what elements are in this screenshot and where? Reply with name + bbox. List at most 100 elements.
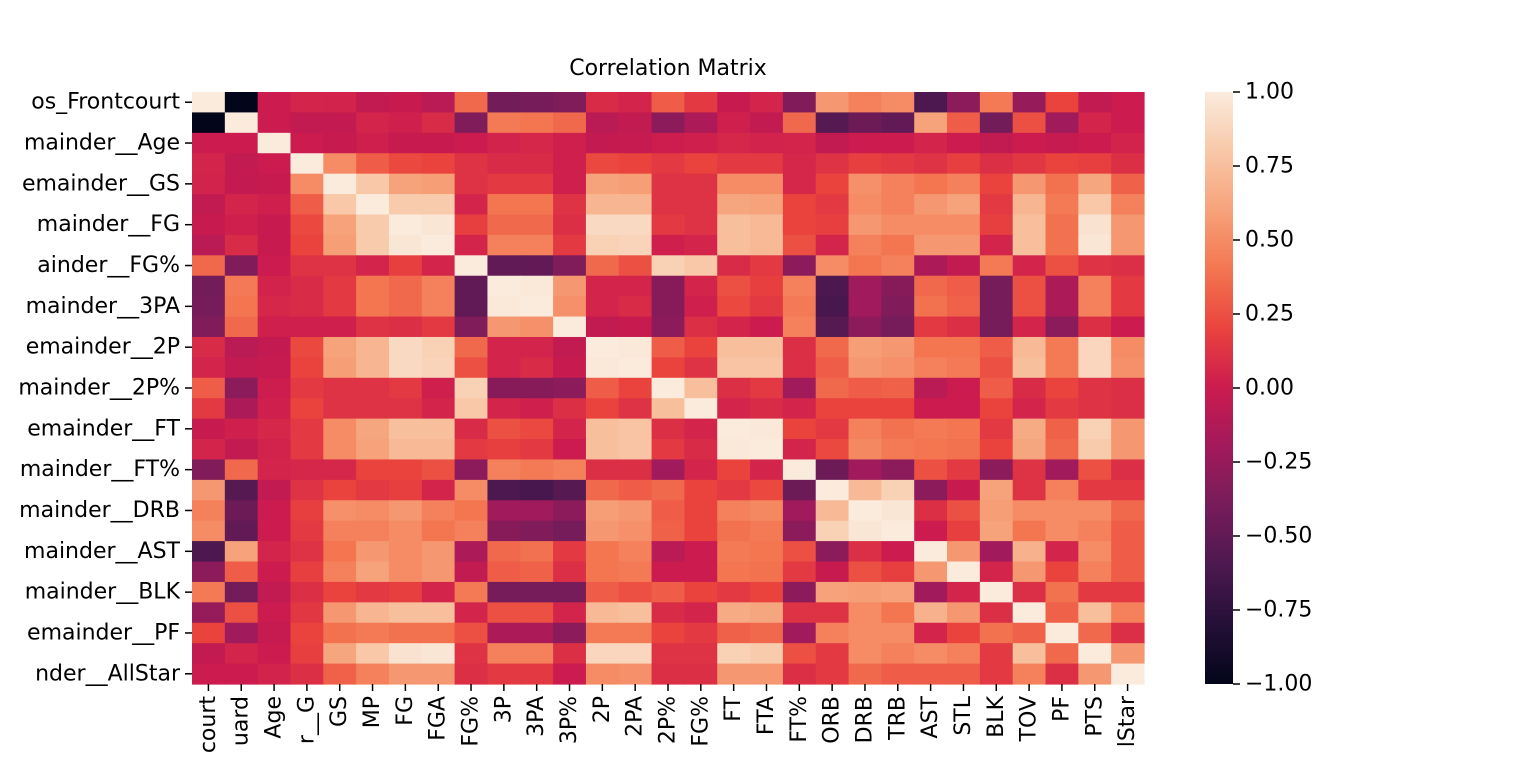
heatmap-cell (224, 663, 259, 685)
heatmap-cell (684, 357, 718, 379)
heatmap-cell (881, 92, 915, 114)
heatmap-cell (487, 561, 521, 583)
heatmap-cell (1111, 439, 1145, 461)
heatmap-cell (848, 296, 882, 318)
heatmap-cell (684, 439, 718, 461)
heatmap-cell (782, 132, 817, 154)
heatmap-cell (290, 418, 324, 440)
heatmap-cell (487, 336, 521, 358)
heatmap-cell (947, 418, 981, 440)
heatmap-cell (553, 561, 587, 583)
heatmap-cell (1045, 255, 1079, 277)
heatmap-cell (684, 377, 718, 399)
heatmap-cell (553, 275, 587, 297)
heatmap-cell (1045, 132, 1079, 154)
heatmap-cell (914, 439, 948, 461)
heatmap-cell (618, 439, 653, 461)
heatmap-cell (454, 541, 489, 563)
heatmap-cell (782, 296, 817, 318)
x-tick-label: FG% (688, 696, 713, 747)
x-tick-label: TRB (885, 696, 910, 741)
heatmap-cell (914, 336, 948, 358)
heatmap-cell (881, 663, 915, 685)
x-tick-label: 2P% (656, 696, 681, 744)
heatmap-cell (750, 132, 784, 154)
y-tick-label: os_Frontcourt (31, 90, 180, 115)
heatmap-cell (290, 459, 324, 481)
heatmap-cell (520, 459, 554, 481)
heatmap-cell (782, 663, 817, 685)
heatmap-cell (421, 500, 456, 522)
heatmap-cell (815, 357, 850, 379)
heatmap-cell (553, 214, 587, 236)
x-tick-label: DRB (852, 696, 877, 743)
heatmap-cell (224, 275, 259, 297)
heatmap-cell (1045, 520, 1079, 542)
heatmap-cell (290, 663, 324, 685)
heatmap-cell (1045, 479, 1079, 501)
heatmap-cell (388, 214, 423, 236)
heatmap-cell (192, 275, 226, 297)
heatmap-cell (881, 275, 915, 297)
heatmap-cell (290, 194, 324, 216)
heatmap-cell (520, 255, 554, 277)
heatmap-cell (553, 377, 587, 399)
heatmap-cell (1111, 132, 1145, 154)
heatmap-cell (1078, 357, 1112, 379)
heatmap-cell (914, 132, 948, 154)
heatmap-cell (979, 316, 1014, 338)
heatmap-cell (1111, 520, 1145, 542)
heatmap-cell (1045, 214, 1079, 236)
heatmap-cell (553, 234, 587, 256)
heatmap-cell (684, 459, 718, 481)
heatmap-cell (717, 194, 751, 216)
heatmap-cell (421, 663, 456, 685)
heatmap-cell (323, 214, 357, 236)
heatmap-cell (487, 398, 521, 420)
heatmap-cell (881, 602, 915, 624)
heatmap-cell (684, 194, 718, 216)
heatmap-cell (848, 316, 882, 338)
heatmap-cell (1078, 336, 1112, 358)
heatmap-cell (520, 357, 554, 379)
heatmap-cell (684, 336, 718, 358)
heatmap-cell (848, 153, 882, 175)
heatmap-cell (881, 336, 915, 358)
heatmap-cell (1012, 541, 1047, 563)
heatmap-cell (356, 194, 390, 216)
heatmap-cell (454, 214, 489, 236)
heatmap-cell (1078, 398, 1112, 420)
heatmap-cell (1078, 112, 1112, 134)
heatmap-cell (421, 234, 456, 256)
heatmap-cell (881, 112, 915, 134)
heatmap-cell (454, 112, 489, 134)
heatmap-cell (520, 500, 554, 522)
heatmap-cell (257, 602, 292, 624)
heatmap-cell (585, 561, 620, 583)
heatmap-cell (290, 377, 324, 399)
heatmap-cell (323, 255, 357, 277)
heatmap-cell (388, 112, 423, 134)
heatmap-cell (1045, 581, 1079, 603)
heatmap-cell (717, 153, 751, 175)
heatmap-cell (881, 153, 915, 175)
heatmap-cell (1111, 275, 1145, 297)
heatmap-cell (421, 459, 456, 481)
heatmap-cell (323, 132, 357, 154)
heatmap-cell (717, 316, 751, 338)
heatmap-cell (356, 459, 390, 481)
heatmap-cell (257, 520, 292, 542)
heatmap-cell (224, 255, 259, 277)
heatmap-cell (979, 112, 1014, 134)
heatmap-cell (388, 541, 423, 563)
heatmap-cell (848, 214, 882, 236)
heatmap-cell (1078, 255, 1112, 277)
heatmap-cell (750, 296, 784, 318)
heatmap-cell (356, 663, 390, 685)
heatmap-cell (257, 581, 292, 603)
heatmap-cell (881, 377, 915, 399)
heatmap-cell (651, 112, 686, 134)
heatmap-cell (290, 214, 324, 236)
y-tick-label: emainder__GS (22, 171, 180, 196)
